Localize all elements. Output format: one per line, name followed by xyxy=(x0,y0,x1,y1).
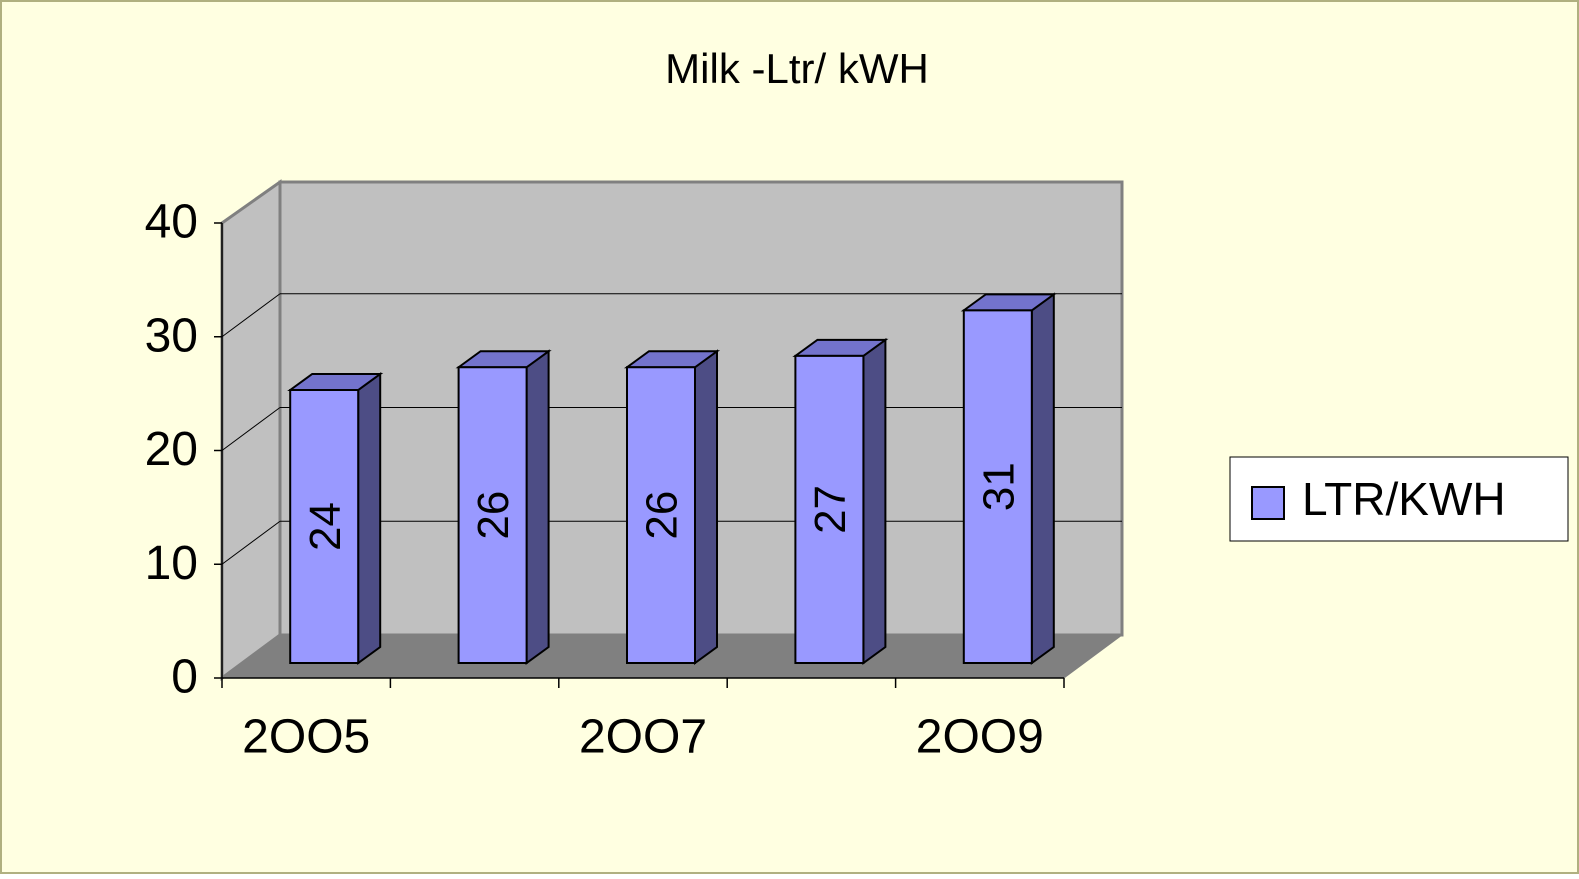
value-label: 27 xyxy=(806,485,855,534)
value-label: 31 xyxy=(974,462,1023,511)
value-label: 24 xyxy=(301,502,350,551)
bar-side xyxy=(525,349,550,665)
bar xyxy=(457,366,528,664)
value-label: 26 xyxy=(469,491,518,540)
bar-side xyxy=(862,337,887,665)
y-tick-label: 30 xyxy=(145,309,198,362)
value-label: 26 xyxy=(638,491,687,540)
bar xyxy=(962,309,1033,664)
bar-side xyxy=(694,349,718,665)
side-wall xyxy=(220,179,282,681)
x-tick-label: 2OO5 xyxy=(242,711,370,764)
y-tick-label: 40 xyxy=(145,196,198,249)
grid-line xyxy=(221,293,281,338)
y-tick-label: 0 xyxy=(171,651,198,704)
y-tick-label: 20 xyxy=(145,423,198,476)
grid-line xyxy=(221,520,281,565)
y-tick-label: 10 xyxy=(145,537,198,590)
bar-side xyxy=(357,372,382,665)
legend-box xyxy=(1229,456,1569,542)
legend-swatch xyxy=(1251,486,1285,520)
legend xyxy=(1229,456,1569,542)
bar-side xyxy=(1030,292,1055,665)
grid-line xyxy=(221,407,281,451)
x-tick-label: 2OO9 xyxy=(916,711,1044,764)
x-tick-label: 2OO7 xyxy=(579,711,707,764)
legend-label: LTR/KWH xyxy=(1302,473,1506,525)
chart-title: Milk -Ltr/ kWH xyxy=(665,45,929,92)
bar xyxy=(626,366,696,664)
bar xyxy=(794,354,865,664)
bar xyxy=(289,389,360,664)
